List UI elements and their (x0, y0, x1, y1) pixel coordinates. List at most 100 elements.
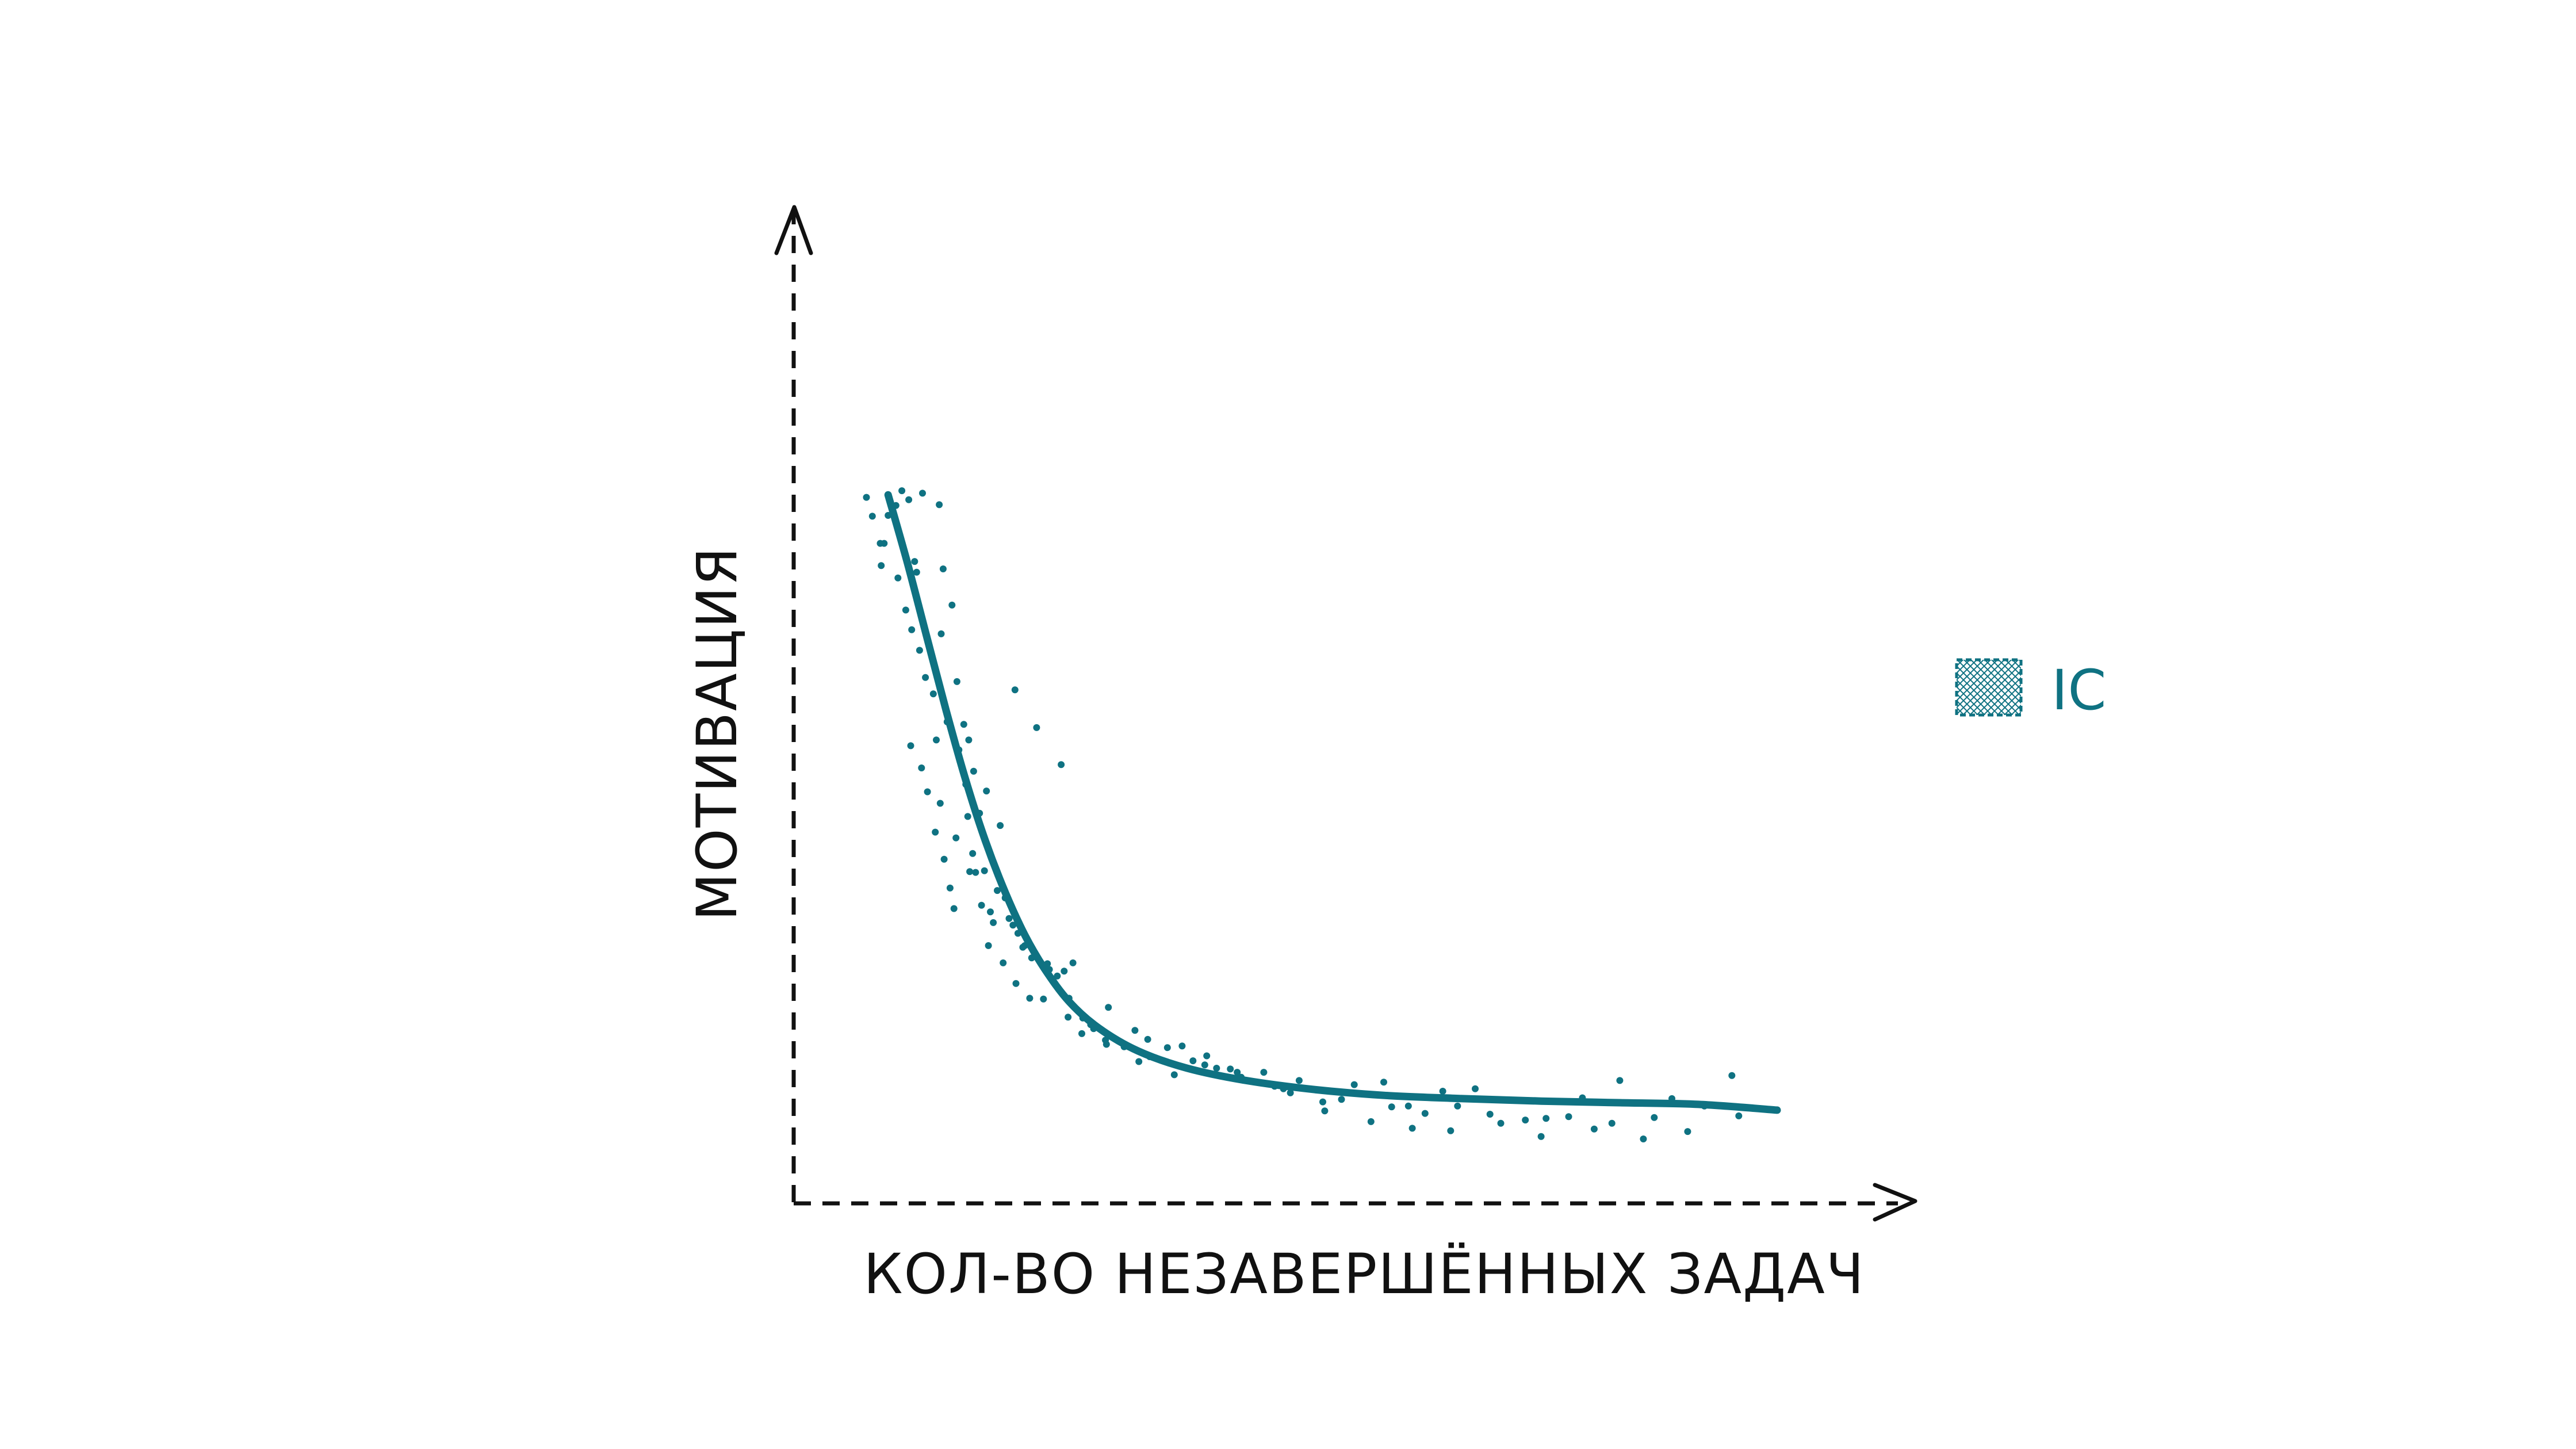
data-point (1105, 1004, 1112, 1011)
data-point (1542, 1115, 1550, 1122)
data-point (965, 736, 973, 744)
data-point (1439, 1088, 1446, 1095)
data-point (1069, 959, 1077, 966)
data-point (1338, 1096, 1345, 1103)
data-point (1144, 1035, 1151, 1043)
data-point (960, 721, 967, 728)
x-axis-title: КОЛ-ВО НЕЗАВЕРШЁННЫХ ЗАДАЧ (863, 1242, 1865, 1306)
data-point (966, 868, 974, 875)
data-point (1234, 1069, 1241, 1076)
data-point (1012, 980, 1020, 987)
y-axis-arrowhead (774, 205, 813, 255)
data-point (994, 887, 1001, 894)
data-point (1201, 1061, 1208, 1069)
data-point (1537, 1133, 1545, 1140)
data-point (1170, 1071, 1178, 1079)
data-point (1608, 1119, 1616, 1127)
data-point (1033, 724, 1040, 731)
data-point (1388, 1103, 1395, 1111)
data-point (997, 822, 1004, 829)
data-point (919, 490, 926, 497)
data-point (916, 647, 923, 654)
data-point (952, 834, 960, 842)
data-point (1651, 1114, 1658, 1121)
data-point (950, 905, 958, 912)
data-point (936, 501, 943, 509)
data-point (969, 850, 977, 857)
data-point (978, 901, 985, 909)
data-point (964, 813, 971, 820)
trend-layer (884, 491, 1781, 1114)
data-point (1019, 943, 1027, 951)
data-point (970, 767, 977, 775)
data-point (940, 855, 948, 863)
data-point (948, 601, 956, 609)
data-point (953, 678, 960, 685)
data-point (911, 558, 918, 565)
data-point (1178, 1042, 1186, 1050)
data-point (990, 919, 997, 926)
legend-swatch (1955, 658, 2023, 717)
data-point (983, 787, 990, 795)
data-point (1321, 1107, 1329, 1115)
data-point (1454, 1102, 1461, 1110)
data-point (878, 562, 885, 569)
data-point (1009, 922, 1017, 929)
data-point (1000, 959, 1007, 966)
data-point (1058, 761, 1065, 769)
data-point (1408, 1125, 1416, 1132)
data-point (1131, 1027, 1139, 1034)
data-point (907, 742, 914, 750)
data-point (1189, 1057, 1197, 1065)
data-point (1447, 1127, 1454, 1134)
data-point (913, 568, 920, 576)
data-point (1011, 686, 1019, 694)
data-point (1213, 1065, 1220, 1072)
data-point (905, 496, 913, 503)
data-point (987, 908, 994, 916)
data-point (863, 494, 870, 501)
data-point (1163, 1044, 1171, 1052)
legend: IC (1955, 658, 2106, 722)
data-point (908, 626, 916, 633)
data-point (1404, 1102, 1412, 1110)
data-point (902, 606, 909, 614)
data-point (1421, 1110, 1429, 1117)
data-point (936, 800, 944, 807)
data-point (1472, 1085, 1479, 1092)
data-point (937, 630, 945, 637)
data-point (1135, 1058, 1143, 1065)
data-point (1026, 995, 1034, 1002)
trend-line (884, 491, 1781, 1114)
data-point (1367, 1118, 1375, 1125)
data-point (929, 690, 937, 698)
data-point (1295, 1077, 1303, 1084)
data-point (1061, 968, 1068, 975)
data-point (1054, 972, 1061, 980)
data-point (894, 574, 902, 582)
data-point (1684, 1128, 1691, 1136)
data-point (1260, 1069, 1268, 1076)
data-point (946, 884, 954, 892)
data-point (1005, 915, 1013, 922)
data-point (939, 565, 947, 572)
data-point (1350, 1081, 1358, 1088)
data-point (1287, 1089, 1294, 1096)
data-point (1486, 1111, 1494, 1118)
data-point (1522, 1117, 1529, 1124)
data-point (924, 788, 931, 796)
legend-label-ic: IC (2051, 658, 2106, 722)
data-point (1227, 1065, 1234, 1073)
data-point (1078, 1030, 1085, 1037)
data-point (1735, 1112, 1743, 1119)
data-point (933, 736, 940, 744)
data-point (1102, 1037, 1109, 1044)
data-point (1640, 1136, 1647, 1142)
y-axis-title: МОТИВАЦИЯ (685, 546, 749, 920)
data-point (1590, 1125, 1598, 1133)
data-point (918, 764, 925, 771)
data-point (972, 869, 979, 876)
data-point (1616, 1077, 1624, 1084)
data-point (1497, 1119, 1505, 1127)
